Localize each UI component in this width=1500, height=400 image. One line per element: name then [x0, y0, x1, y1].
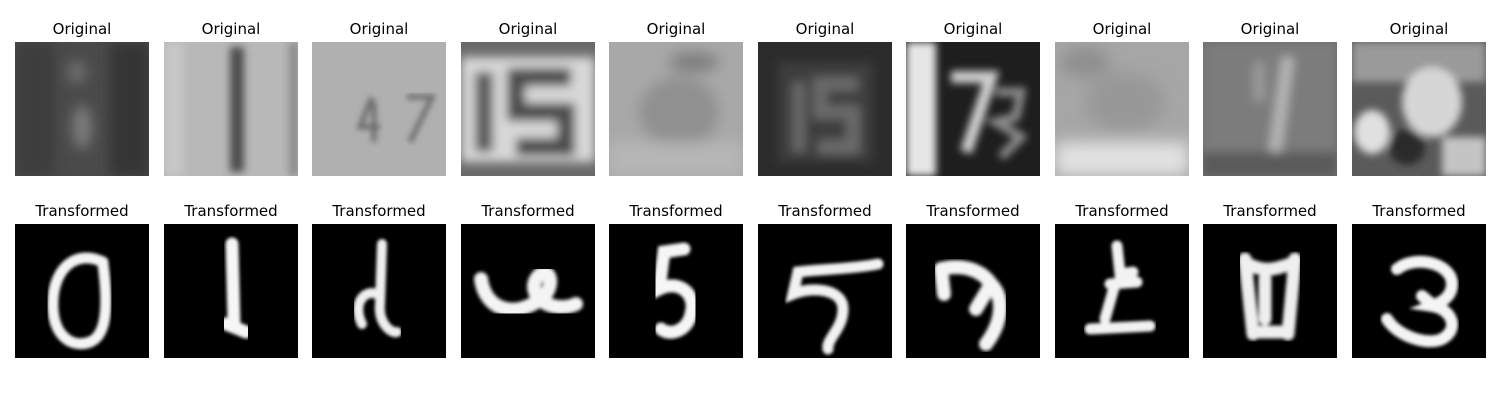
- original-image-4: [461, 42, 595, 176]
- original-image-8: [1055, 42, 1189, 176]
- panel-title: Transformed: [629, 202, 723, 220]
- panel-title: Original: [1092, 20, 1152, 38]
- panel-title: Original: [52, 20, 112, 38]
- panel-title: Transformed: [926, 202, 1020, 220]
- transformed-image-2: [164, 224, 298, 358]
- transformed-image-9: [1203, 224, 1337, 358]
- original-image-2: [164, 42, 298, 176]
- transformed-image-6: [758, 224, 892, 358]
- panel-title: Original: [201, 20, 261, 38]
- panel-title: Transformed: [332, 202, 426, 220]
- original-image-9: [1203, 42, 1337, 176]
- panel-title: Transformed: [1372, 202, 1466, 220]
- transformed-image-1: [15, 224, 149, 358]
- transformed-image-10: [1352, 224, 1486, 358]
- original-image-3: [312, 42, 446, 176]
- panel-title: Original: [943, 20, 1003, 38]
- original-image-6: [758, 42, 892, 176]
- transformed-image-5: [609, 224, 743, 358]
- original-image-10: [1352, 42, 1486, 176]
- transformed-image-8: [1055, 224, 1189, 358]
- panel-title: Original: [1389, 20, 1449, 38]
- panel-title: Transformed: [1223, 202, 1317, 220]
- panel-title: Transformed: [481, 202, 575, 220]
- panel-title: Original: [795, 20, 855, 38]
- original-image-1: [15, 42, 149, 176]
- panel-title: Original: [498, 20, 558, 38]
- transformed-image-3: [312, 224, 446, 358]
- panel-title: Original: [646, 20, 706, 38]
- panel-title: Transformed: [778, 202, 872, 220]
- original-image-7: [906, 42, 1040, 176]
- panel-title: Transformed: [1075, 202, 1169, 220]
- panel-title: Transformed: [184, 202, 278, 220]
- transformed-image-7: [906, 224, 1040, 358]
- panel-title: Original: [1240, 20, 1300, 38]
- panel-title: Original: [349, 20, 409, 38]
- panel-title: Transformed: [35, 202, 129, 220]
- original-image-5: [609, 42, 743, 176]
- transformed-image-4: [461, 224, 595, 358]
